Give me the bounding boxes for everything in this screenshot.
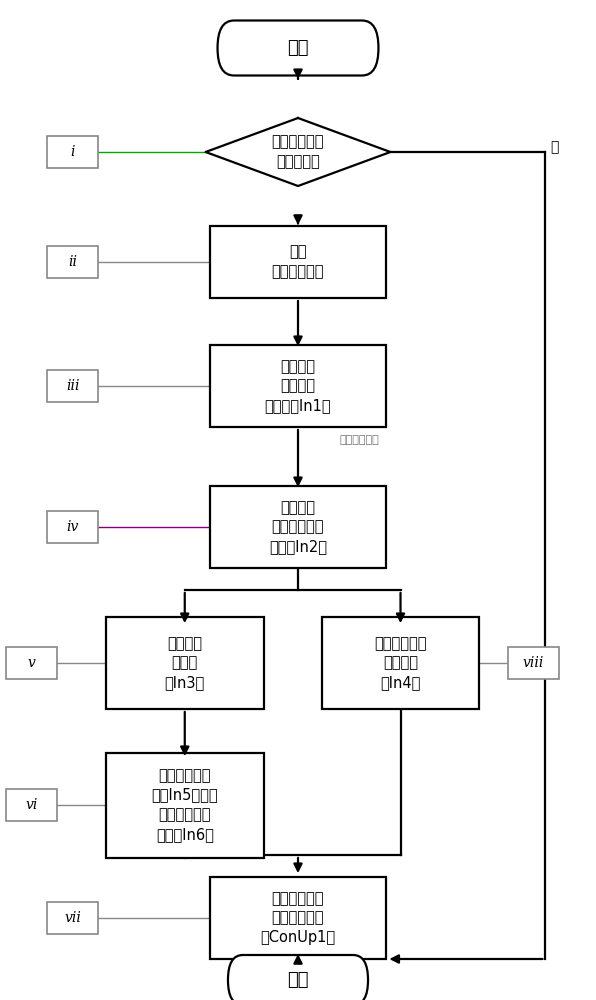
Text: ii: ii bbox=[68, 255, 77, 269]
Text: 计算得到
开环控制比例
系数（In2）: 计算得到 开环控制比例 系数（In2） bbox=[269, 500, 327, 554]
Bar bbox=[210, 486, 386, 568]
Text: iii: iii bbox=[66, 379, 79, 393]
Text: vii: vii bbox=[64, 911, 81, 925]
Bar bbox=[6, 789, 57, 821]
Bar bbox=[322, 617, 479, 709]
Bar bbox=[210, 345, 386, 427]
Bar bbox=[47, 370, 98, 402]
Bar bbox=[106, 752, 263, 857]
Bar bbox=[210, 877, 386, 959]
Text: 判断是否进入
软启动控制: 判断是否进入 软启动控制 bbox=[272, 135, 324, 169]
Text: 线性拟合公式: 线性拟合公式 bbox=[340, 435, 380, 445]
FancyBboxPatch shape bbox=[228, 955, 368, 1000]
Text: 模数转换
形成开环
输入量（In1）: 模数转换 形成开环 输入量（In1） bbox=[265, 359, 331, 413]
Text: 形成上开关功
率管控制信号
（ConUp1）: 形成上开关功 率管控制信号 （ConUp1） bbox=[260, 891, 336, 945]
FancyBboxPatch shape bbox=[218, 20, 378, 76]
Text: 开始: 开始 bbox=[287, 39, 309, 57]
Bar bbox=[210, 226, 386, 298]
Text: v: v bbox=[27, 656, 36, 670]
Text: 形成实际脉宽
调制信号
（In4）: 形成实际脉宽 调制信号 （In4） bbox=[374, 636, 427, 690]
Polygon shape bbox=[206, 118, 390, 186]
Text: 是: 是 bbox=[301, 230, 309, 244]
Text: 结束: 结束 bbox=[287, 971, 309, 989]
Text: i: i bbox=[70, 145, 75, 159]
Bar bbox=[47, 136, 98, 168]
Text: 否: 否 bbox=[550, 140, 558, 154]
Text: 与相电流采样
值（In5）比较
形成斩波判断
信号（In6）: 与相电流采样 值（In5）比较 形成斩波判断 信号（In6） bbox=[151, 768, 218, 842]
Bar bbox=[47, 511, 98, 543]
Text: viii: viii bbox=[523, 656, 544, 670]
Bar bbox=[106, 617, 263, 709]
Text: 开始
采集电平给定: 开始 采集电平给定 bbox=[272, 245, 324, 279]
Bar bbox=[508, 647, 559, 679]
Bar bbox=[47, 246, 98, 278]
Bar bbox=[47, 902, 98, 934]
Text: vi: vi bbox=[26, 798, 38, 812]
Text: iv: iv bbox=[67, 520, 79, 534]
Bar bbox=[6, 647, 57, 679]
Text: 形成实际
斩波限
（In3）: 形成实际 斩波限 （In3） bbox=[164, 636, 205, 690]
